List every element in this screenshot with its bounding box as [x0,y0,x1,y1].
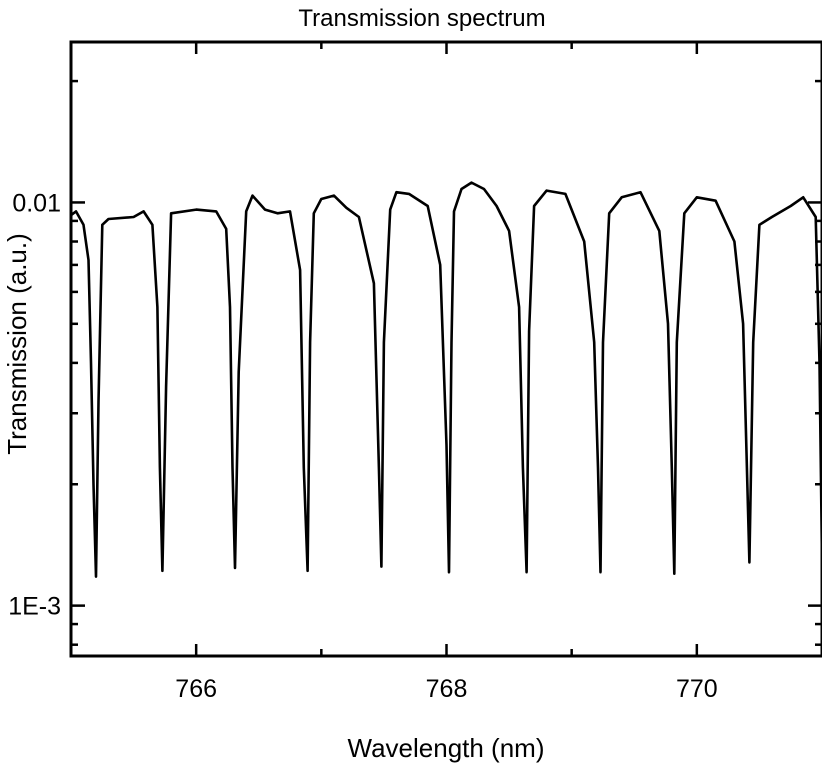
tick-marks [69,42,822,656]
x-tick-label: 770 [676,675,718,703]
x-axis-label: Wavelength (nm) [348,733,545,763]
y-tick-label: 0.01 [12,189,61,217]
chart-title: Transmission spectrum [298,5,545,32]
series-line [70,181,822,578]
y-axis-label: Transmission (a.u.) [2,233,32,455]
x-tick-label: 766 [175,675,217,703]
tick-labels: 766 768 770 0.01 1E-3 [8,189,718,703]
plot-frame [69,40,822,658]
y-tick-label: 1E-3 [8,593,61,621]
x-tick-label: 768 [426,675,468,703]
